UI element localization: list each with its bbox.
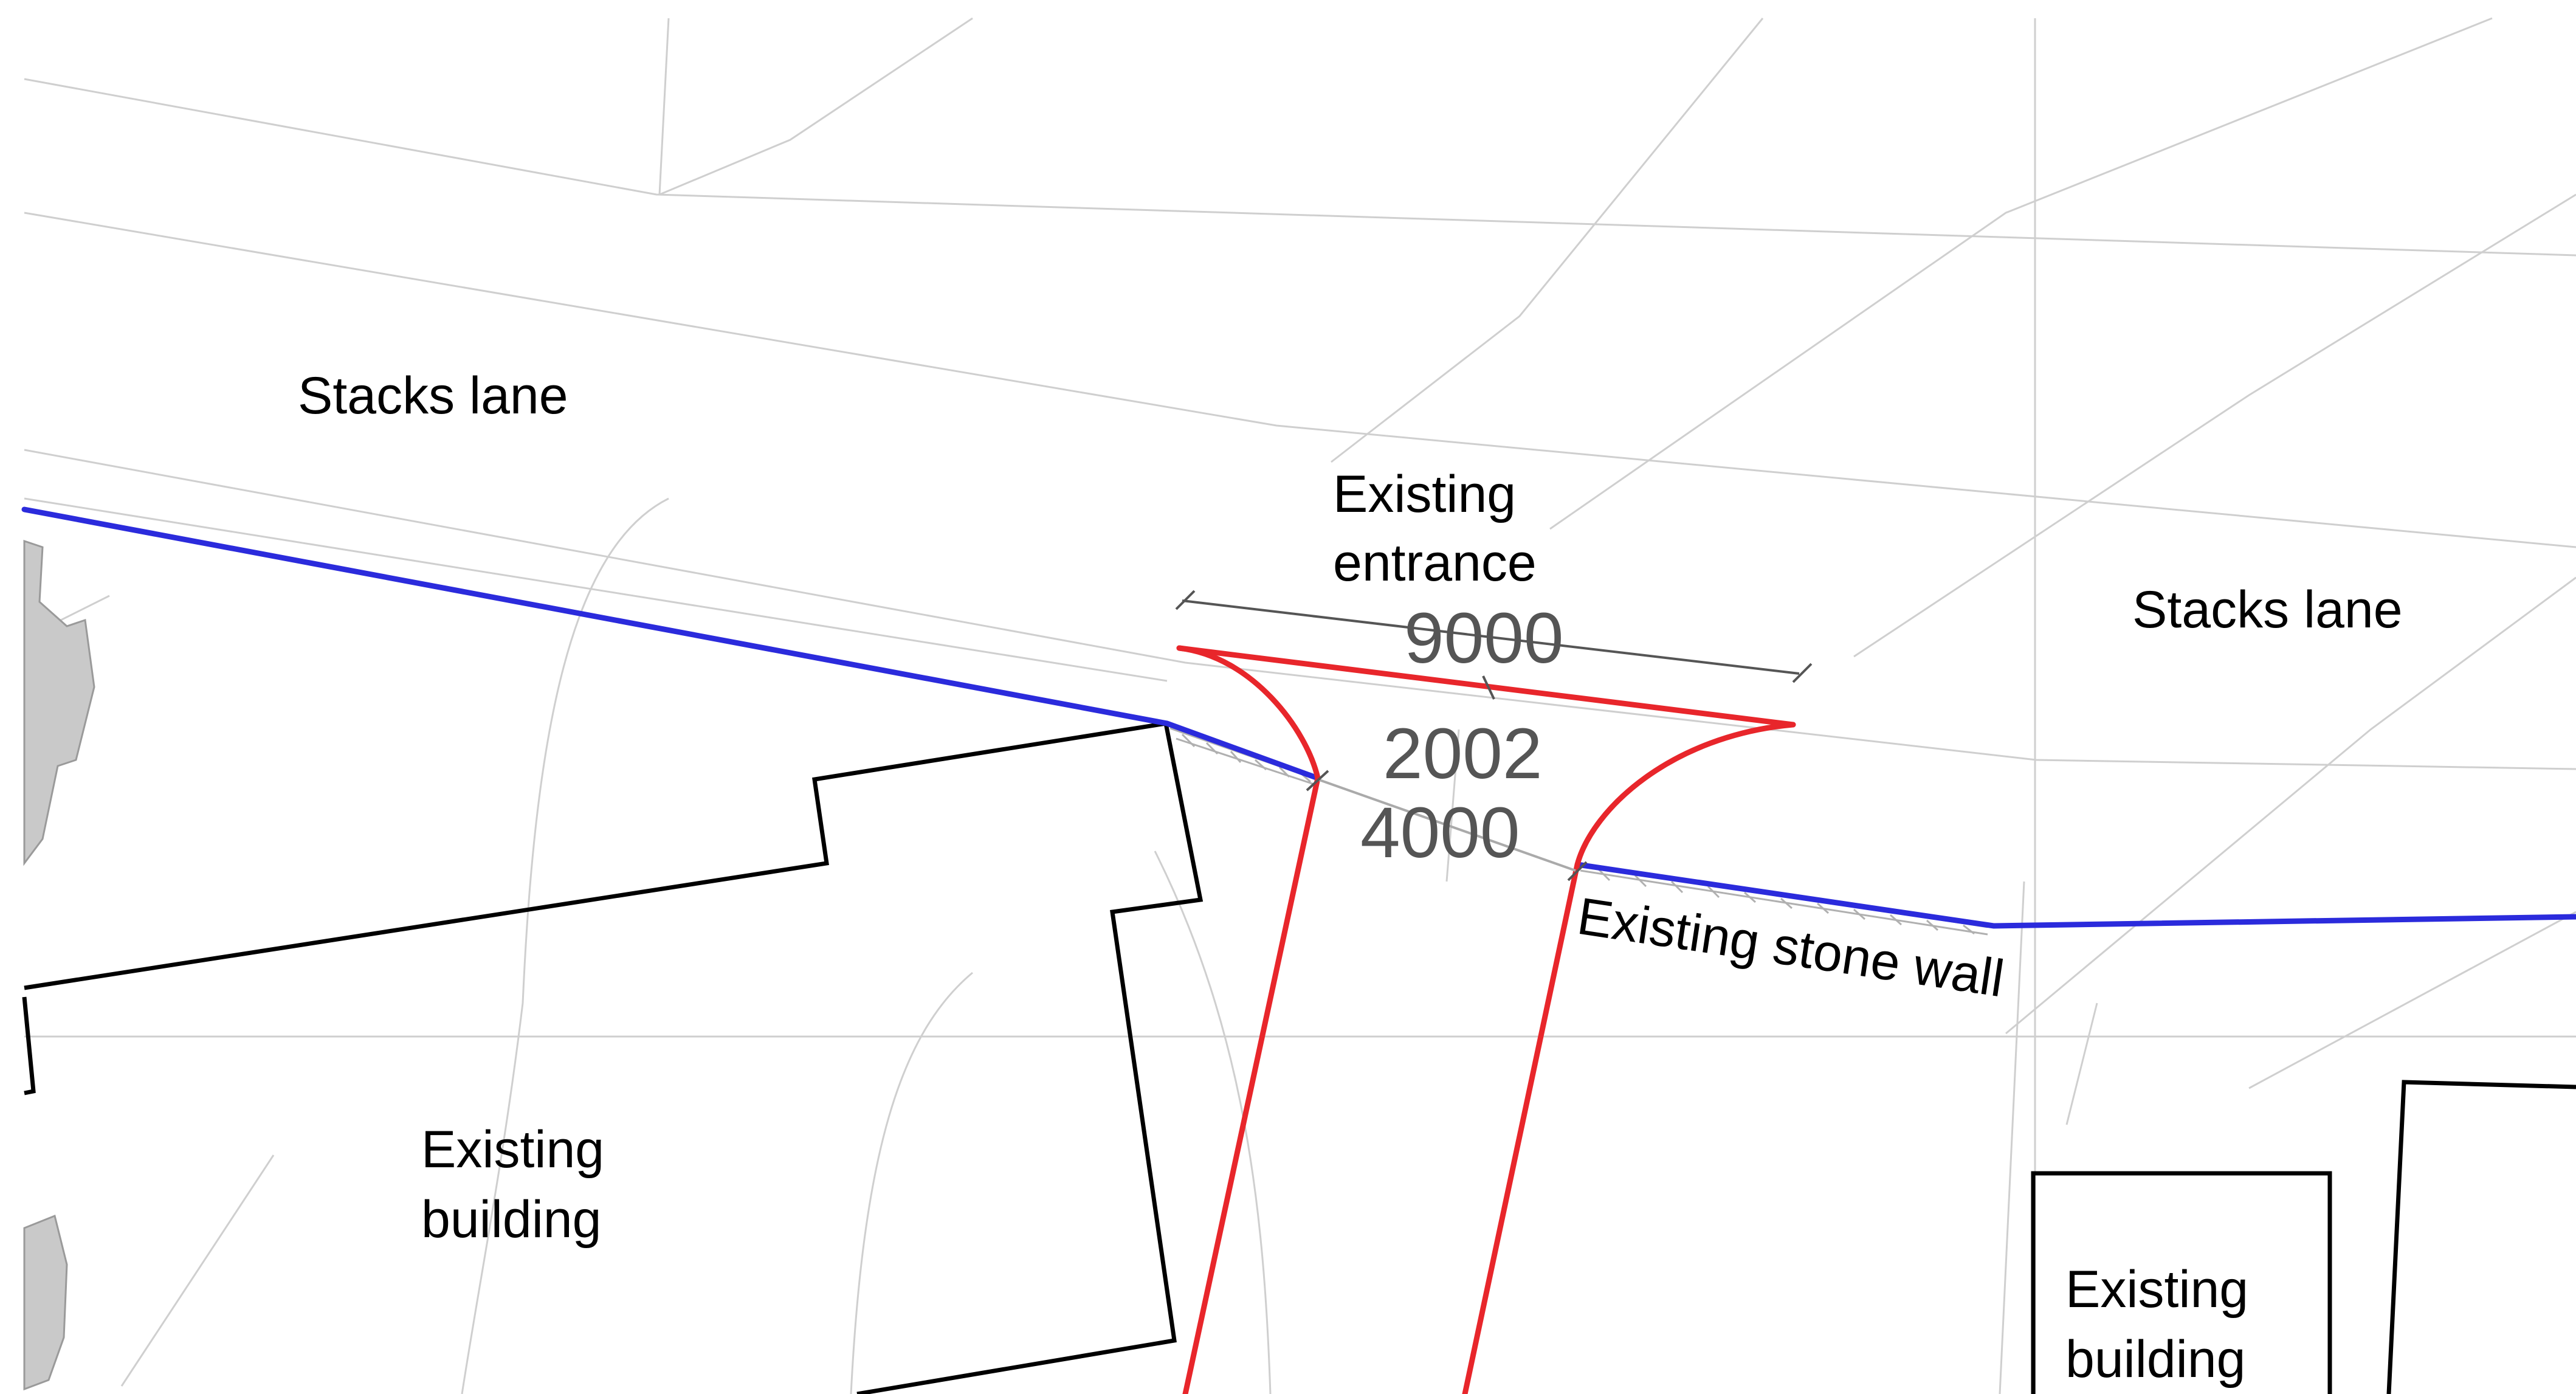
dimension-lines xyxy=(1175,590,1813,882)
contour-line xyxy=(2005,576,2576,1035)
base-map-linework xyxy=(24,17,2576,1394)
dimension-label-access: 4000 xyxy=(1360,793,1520,873)
entrance-label-line2: entrance xyxy=(1333,534,1537,592)
entrance-label-line1: Existing xyxy=(1333,465,1516,523)
road-edge-line xyxy=(24,449,2576,770)
contour-line xyxy=(1445,729,1460,882)
dimension-tick xyxy=(1792,663,1813,683)
dimension-tick xyxy=(1175,590,1196,610)
contour-line xyxy=(1331,18,1764,463)
dimension-tick xyxy=(1567,861,1588,882)
contour-line xyxy=(120,1154,275,1387)
site-boundary-east xyxy=(1574,861,2576,929)
contour-line xyxy=(1853,193,2576,658)
road-centre-line xyxy=(24,78,2576,257)
dimension-tick xyxy=(1306,770,1329,792)
dimension-line xyxy=(1317,778,1576,872)
site-boundary-west xyxy=(21,506,1321,781)
building-label-east-line2: building xyxy=(2065,1330,2245,1389)
contour-line xyxy=(850,971,973,1394)
existing-building-outline-east xyxy=(2386,1080,2576,1394)
dimension-label-splay: 9000 xyxy=(1404,598,1564,678)
contour-line xyxy=(658,18,670,195)
contour-line xyxy=(659,17,973,196)
landscape-feature xyxy=(23,1214,68,1391)
proposed-access xyxy=(1176,645,1796,1394)
existing-building-outline-west xyxy=(22,996,36,1096)
road-name-label-east: Stacks lane xyxy=(2132,581,2403,639)
contour-line xyxy=(461,497,669,1394)
dimension-tick xyxy=(1482,675,1495,700)
dimension-label-setback: 2002 xyxy=(1383,714,1543,794)
road-edge-line xyxy=(24,497,1168,682)
dimension-line xyxy=(1182,599,1800,675)
contour-line xyxy=(1999,881,2025,1394)
contour-line xyxy=(1549,17,2493,530)
road-name-label-west: Stacks lane xyxy=(298,367,568,425)
building-label-west-line1: Existing xyxy=(421,1120,604,1179)
contour-line xyxy=(2065,1002,2098,1125)
stone-wall-hatch xyxy=(1169,727,1988,936)
existing-building-outline-east xyxy=(2031,1171,2332,1394)
access-kerb-east xyxy=(1462,722,1796,1394)
building-label-east-line1: Existing xyxy=(2065,1260,2248,1319)
visibility-splay-line xyxy=(1176,645,1796,728)
building-label-west-line2: building xyxy=(421,1190,601,1249)
stone-wall-label: Existing stone wall xyxy=(1574,887,2008,1009)
access-kerb-west xyxy=(1176,645,1321,1394)
landscape-feature xyxy=(23,539,95,866)
road-edge-line xyxy=(24,212,2576,548)
existing-building-outline-west xyxy=(24,721,1204,1394)
contour-line xyxy=(2248,911,2576,1089)
